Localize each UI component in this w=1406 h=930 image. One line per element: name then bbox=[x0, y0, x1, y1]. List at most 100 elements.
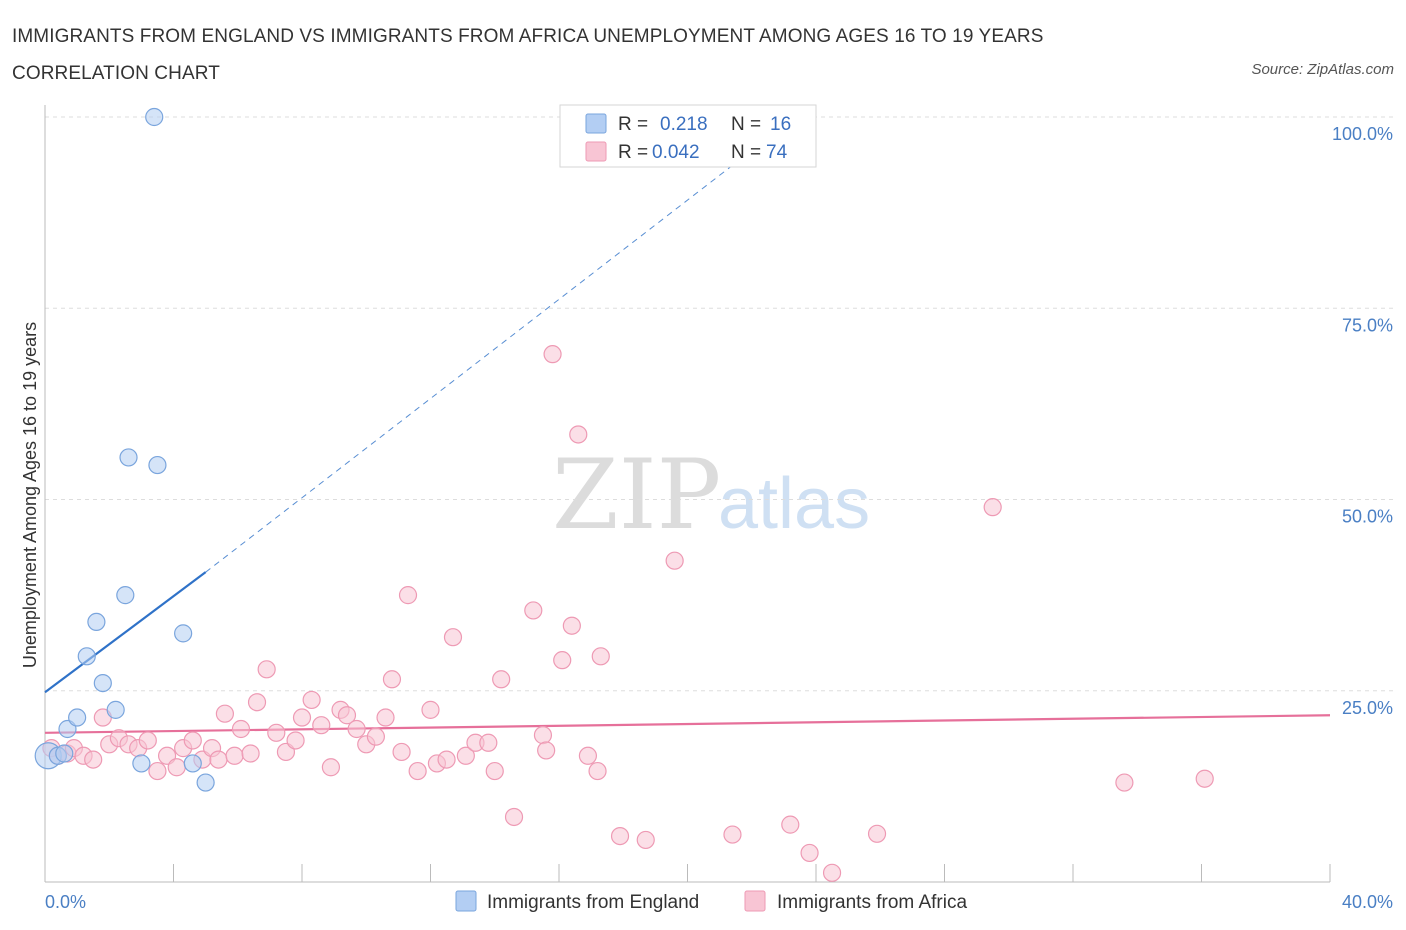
africa-point[interactable] bbox=[267, 723, 286, 742]
africa-point[interactable] bbox=[562, 616, 581, 635]
africa-point[interactable] bbox=[312, 716, 331, 735]
africa-point[interactable] bbox=[578, 746, 598, 765]
x-tick-label-40: 40.0% bbox=[1342, 892, 1393, 912]
africa-point[interactable] bbox=[524, 601, 543, 620]
watermark: ZIP atlas bbox=[552, 439, 870, 551]
gridlines bbox=[45, 116, 1393, 692]
africa-point[interactable] bbox=[485, 761, 504, 781]
data-points bbox=[34, 107, 1214, 882]
africa-point[interactable] bbox=[382, 670, 402, 689]
africa-point[interactable] bbox=[456, 746, 475, 765]
africa-point[interactable] bbox=[231, 719, 251, 739]
africa-point[interactable] bbox=[257, 660, 276, 679]
africa-point[interactable] bbox=[588, 761, 607, 781]
africa-point[interactable] bbox=[421, 700, 440, 719]
legend-stats-england-r-value: 0.218 bbox=[660, 114, 708, 135]
africa-point[interactable] bbox=[537, 741, 556, 760]
africa-point[interactable] bbox=[492, 670, 511, 689]
legend-stats-england-r-label: R = bbox=[618, 114, 648, 135]
africa-point[interactable] bbox=[504, 807, 524, 827]
y-axis-label: Unemployment Among Ages 16 to 19 years bbox=[20, 322, 40, 668]
africa-point[interactable] bbox=[321, 758, 341, 777]
africa-point[interactable] bbox=[366, 727, 385, 746]
africa-point[interactable] bbox=[636, 830, 655, 850]
africa-point[interactable] bbox=[408, 761, 427, 781]
y-tick-label-75: 75.0% bbox=[1342, 315, 1393, 335]
england-point[interactable] bbox=[55, 744, 74, 763]
africa-point[interactable] bbox=[292, 708, 312, 727]
legend-stats-england-n-label: N = bbox=[731, 114, 761, 135]
africa-point[interactable] bbox=[822, 863, 842, 882]
legend-stats: R = 0.218 N = 16 R = 0.042 N = 74 bbox=[559, 104, 817, 168]
africa-point[interactable] bbox=[800, 843, 819, 863]
africa-point[interactable] bbox=[167, 758, 186, 777]
africa-point[interactable] bbox=[398, 586, 418, 605]
africa-point[interactable] bbox=[209, 750, 228, 769]
africa-point[interactable] bbox=[376, 708, 395, 727]
africa-point[interactable] bbox=[479, 733, 498, 752]
africa-point[interactable] bbox=[569, 425, 588, 444]
africa-point[interactable] bbox=[723, 825, 742, 844]
england-point[interactable] bbox=[148, 455, 167, 475]
england-point[interactable] bbox=[116, 586, 135, 605]
africa-point[interactable] bbox=[84, 750, 103, 769]
x-tick-labels: 0.0% 40.0% bbox=[45, 892, 1393, 912]
africa-point[interactable] bbox=[533, 726, 553, 745]
africa-point[interactable] bbox=[392, 742, 411, 762]
legend-england-swatch[interactable] bbox=[455, 890, 477, 912]
africa-point[interactable] bbox=[215, 704, 234, 723]
legend-stats-africa-n-value: 74 bbox=[766, 142, 788, 163]
africa-point[interactable] bbox=[347, 719, 366, 739]
england-point[interactable] bbox=[145, 107, 164, 127]
england-point[interactable] bbox=[106, 700, 125, 719]
africa-point[interactable] bbox=[553, 651, 572, 670]
africa-point[interactable] bbox=[591, 647, 610, 666]
africa-point[interactable] bbox=[443, 628, 463, 647]
africa-point[interactable] bbox=[610, 826, 630, 846]
y-tick-labels: 25.0% 50.0% 75.0% 100.0% bbox=[1332, 124, 1393, 718]
legend-england-label[interactable]: Immigrants from England bbox=[487, 892, 699, 913]
legend-africa-label[interactable]: Immigrants from Africa bbox=[777, 892, 967, 913]
africa-point[interactable] bbox=[983, 498, 1002, 517]
x-tick-label-0: 0.0% bbox=[45, 892, 86, 912]
africa-point[interactable] bbox=[241, 744, 260, 763]
england-point[interactable] bbox=[68, 708, 87, 727]
legend: Immigrants from England Immigrants from … bbox=[455, 890, 967, 913]
england-trend-extension bbox=[205, 162, 736, 573]
africa-point[interactable] bbox=[247, 693, 267, 712]
africa-point[interactable] bbox=[437, 750, 456, 769]
africa-point[interactable] bbox=[138, 731, 157, 750]
africa-point[interactable] bbox=[286, 731, 305, 750]
england-point[interactable] bbox=[87, 612, 106, 632]
england-point[interactable] bbox=[93, 673, 112, 693]
africa-point[interactable] bbox=[1195, 769, 1214, 788]
africa-point[interactable] bbox=[781, 815, 800, 834]
legend-africa-swatch[interactable] bbox=[744, 890, 766, 912]
africa-point[interactable] bbox=[183, 731, 202, 750]
legend-stats-england-swatch bbox=[585, 113, 607, 134]
africa-point[interactable] bbox=[867, 824, 887, 843]
y-tick-label-25: 25.0% bbox=[1342, 698, 1393, 718]
y-tick-label-50: 50.0% bbox=[1342, 507, 1393, 527]
africa-point[interactable] bbox=[148, 761, 167, 781]
england-point[interactable] bbox=[196, 773, 215, 792]
england-point[interactable] bbox=[183, 754, 202, 773]
africa-point[interactable] bbox=[225, 746, 244, 765]
africa-point[interactable] bbox=[665, 551, 684, 570]
watermark-atlas: atlas bbox=[718, 464, 870, 544]
legend-stats-africa-r-label: R = bbox=[618, 142, 648, 163]
england-point[interactable] bbox=[174, 624, 193, 643]
africa-trend-line bbox=[44, 714, 1331, 734]
source-credit: Source: ZipAtlas.com bbox=[1251, 61, 1394, 78]
africa-point[interactable] bbox=[543, 345, 562, 364]
england-point[interactable] bbox=[132, 754, 151, 773]
legend-stats-africa-r-value: 0.042 bbox=[652, 142, 700, 163]
england-point[interactable] bbox=[119, 448, 138, 467]
legend-stats-africa-n-label: N = bbox=[731, 142, 761, 163]
africa-point[interactable] bbox=[302, 690, 321, 710]
chart-title: IMMIGRANTS FROM ENGLAND VS IMMIGRANTS FR… bbox=[12, 26, 1044, 84]
africa-point[interactable] bbox=[337, 706, 357, 725]
africa-point[interactable] bbox=[1115, 773, 1134, 792]
england-point[interactable] bbox=[77, 647, 96, 666]
